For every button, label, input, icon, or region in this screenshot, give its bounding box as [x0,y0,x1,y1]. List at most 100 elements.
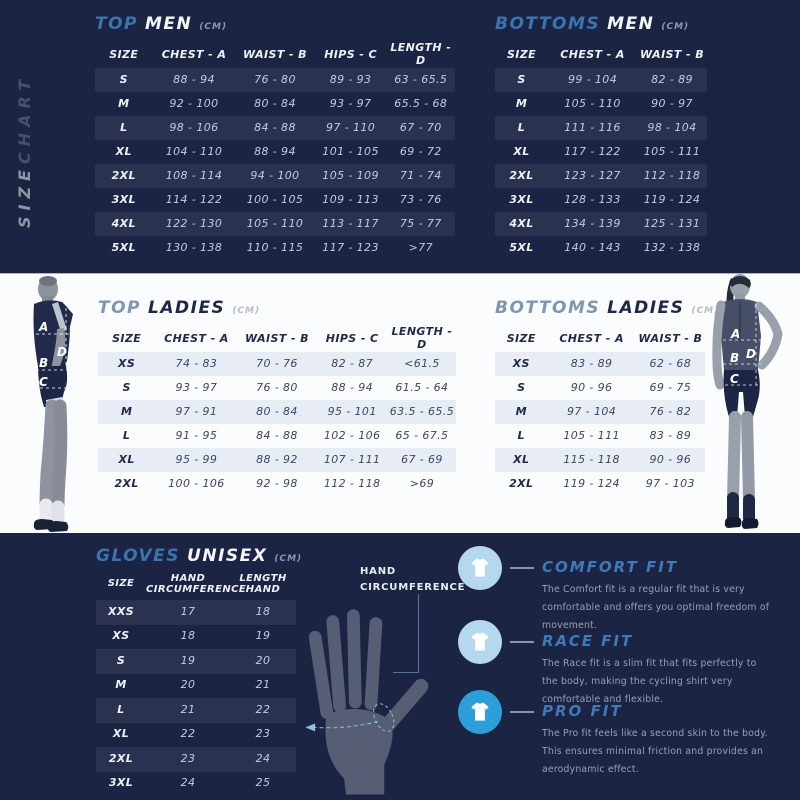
value-cell: 82 - 89 [651,72,693,86]
value-cell: 104 - 110 [165,144,223,158]
value-cell: 115 - 118 [563,452,620,466]
measure-letter-a: A [730,327,740,341]
table-row: L 91 - 95 84 - 88 102 - 106 65 - 67.5 [98,424,456,448]
value-cell: 90 - 96 [649,452,692,466]
size-cell: L [120,120,128,134]
size-cell: XL [513,144,530,158]
value-cell: 71 - 74 [399,168,442,182]
value-cell: <61.5 [404,356,440,370]
table-row: M 97 - 104 76 - 82 [495,400,705,424]
size-cell: 2XL [114,476,139,490]
table-row: S 99 - 104 82 - 89 [495,68,707,92]
value-cell: 82 - 87 [331,356,374,370]
table-row: XS 83 - 89 62 - 68 [495,352,705,376]
dash-divider [510,567,534,569]
size-cell: L [117,702,125,716]
column-header: CHEST - A [164,331,229,345]
value-cell: 88 - 94 [331,380,374,394]
value-cell: 125 - 131 [643,216,701,230]
value-cell: 111 - 116 [564,120,621,134]
column-header: LENGTH - D [391,325,453,351]
value-cell: 132 - 138 [643,240,701,254]
table-row: XS 18 19 [96,625,296,650]
value-cell: 100 - 106 [168,476,225,490]
size-cell: 2XL [509,168,534,182]
size-cell: M [515,96,528,110]
measure-letter-c: C [730,372,739,386]
value-cell: 70 - 76 [256,356,298,370]
value-cell: 69 - 72 [399,144,442,158]
value-cell: 100 - 105 [246,192,304,206]
value-cell: 98 - 104 [647,120,697,134]
tshirt-icon [458,690,502,734]
measure-letter-d: D [746,347,756,361]
value-cell: 92 - 100 [169,96,219,110]
male-model-illustration: A D B C [28,276,76,532]
column-header: SIZE [107,578,135,590]
value-cell: 21 [180,702,196,716]
size-cell: 3XL [108,776,134,790]
value-cell: 88 - 94 [173,72,215,86]
column-header: WAIST - B [242,47,307,61]
value-cell: 20 [180,678,196,692]
value-cell: 88 - 94 [254,144,296,158]
column-header: WAIST - B [638,331,703,345]
title-main: LADIES [607,298,685,318]
size-cell: 2XL [509,476,534,490]
title-accent: BOTTOMS [495,298,601,318]
value-cell: 113 - 117 [322,216,379,230]
size-cell: M [118,96,130,110]
table-row: S 90 - 96 69 - 75 [495,376,705,400]
value-cell: 18 [255,604,271,618]
value-cell: 65.5 - 68 [394,96,448,110]
size-cell: M [515,404,527,418]
column-header: SIZE [506,331,536,345]
value-cell: 119 - 124 [563,476,620,490]
value-cell: 19 [255,629,271,643]
tshirt-icon [458,546,502,590]
table-row: 3XL 114 - 122 100 - 105 109 - 113 73 - 76 [95,188,455,212]
value-cell: 22 [255,702,271,716]
value-cell: 128 - 133 [564,192,621,206]
value-cell: 112 - 118 [323,476,381,490]
column-header: HIPS - C [324,47,377,61]
column-header: SIZE [109,47,139,61]
size-cell: XS [512,356,530,370]
value-cell: 101 - 105 [322,144,379,158]
fit-block-race: RACE FIT The Race fit is a slim fit that… [458,620,794,709]
size-cell: L [517,120,526,134]
value-cell: >77 [408,240,433,254]
table-row: 2XL 123 - 127 112 - 118 [495,164,707,188]
bottoms-ladies-table: BOTTOMS LADIES (CM) SIZE CHEST - A WAIST -… [495,298,718,496]
sidebar-vertical-label: SIZECHART [15,58,41,244]
table-row: S 93 - 97 76 - 80 88 - 94 61.5 - 64 [98,376,456,400]
title-accent: GLOVES [96,546,181,566]
value-cell: 140 - 143 [564,240,621,254]
table-body: SIZE CHEST - A WAIST - B S 99 - 104 82 - 89 M 1… [495,44,707,260]
value-cell: 80 - 84 [256,404,298,418]
table-row: S 19 20 [96,649,296,674]
value-cell: >69 [409,476,435,490]
column-header: HIPS - C [325,331,379,345]
table-row: M 20 21 [96,674,296,699]
table-row: XL 22 23 [96,723,296,748]
dash-divider [510,711,534,713]
table-header-row: SIZE CHEST - A WAIST - B [495,328,705,350]
table-row: 5XL 130 - 138 110 - 115 117 - 123 >77 [95,236,455,260]
size-cell: S [517,380,526,394]
value-cell: 89 - 93 [329,72,372,86]
value-cell: 108 - 114 [165,168,223,182]
column-header: CHEST - A [559,331,624,345]
value-cell: 62 - 68 [649,356,692,370]
size-cell: 5XL [509,240,534,254]
gloves-table: GLOVES UNISEX (CM) SIZE HAND CIRCUMFERENC… [96,546,301,797]
table-row: 3XL 24 25 [96,772,296,797]
dash-divider [510,641,534,643]
value-cell: 98 - 106 [169,120,219,134]
value-cell: 90 - 96 [570,380,613,394]
measure-letter-b: B [39,356,48,370]
value-cell: 75 - 77 [399,216,442,230]
table-body: SIZE CHEST - A WAIST - B HIPS - C LENGTH - D… [95,41,455,260]
value-cell: 110 - 115 [246,240,304,254]
